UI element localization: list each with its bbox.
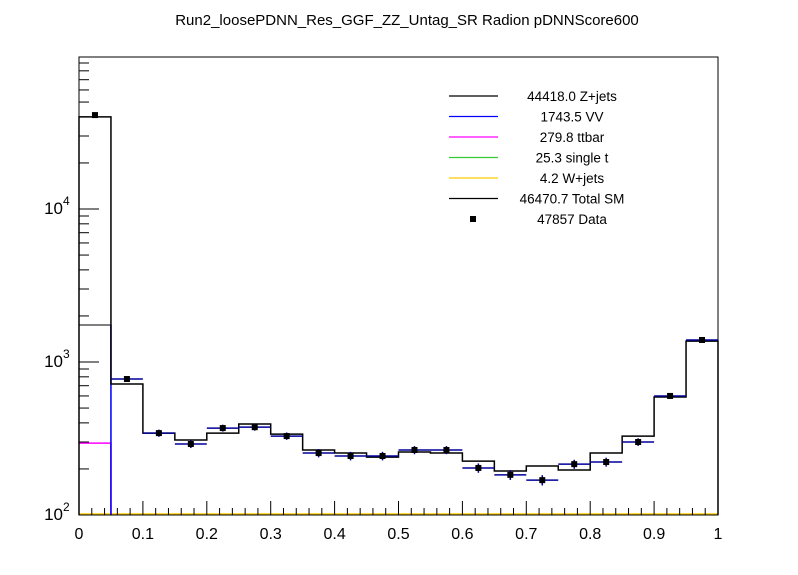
data-point bbox=[635, 439, 642, 446]
y-tick-label: 10 bbox=[44, 352, 63, 371]
data-point bbox=[475, 464, 482, 471]
legend-label: 47857 Data bbox=[537, 212, 607, 227]
data-point bbox=[507, 471, 514, 478]
legend: 44418.0 Z+jets 1743.5 VV 279.8 ttbar 25.3 s… bbox=[449, 89, 624, 227]
data-point bbox=[219, 425, 226, 432]
legend-marker-data bbox=[470, 216, 476, 222]
data-point bbox=[91, 112, 98, 119]
data-point bbox=[155, 430, 162, 437]
x-tick-label: 0.9 bbox=[643, 526, 665, 543]
data-point bbox=[411, 446, 418, 453]
legend-label: 4.2 W+jets bbox=[540, 171, 604, 186]
legend-label: 1743.5 VV bbox=[540, 110, 603, 125]
data-point bbox=[123, 376, 130, 383]
y-tick-label: 10 bbox=[44, 199, 63, 218]
data-point bbox=[187, 441, 194, 448]
legend-label: 46470.7 Total SM bbox=[520, 192, 625, 207]
x-tick-label: 0 bbox=[75, 526, 84, 543]
legend-label: 25.3 single t bbox=[536, 151, 609, 166]
x-tick-label: 0.1 bbox=[132, 526, 154, 543]
x-tick-label: 0.8 bbox=[579, 526, 601, 543]
x-tick-label: 0.6 bbox=[451, 526, 473, 543]
data-point bbox=[699, 336, 706, 343]
x-tick-label: 0.4 bbox=[323, 526, 345, 543]
data-point bbox=[347, 453, 354, 460]
total-sm-hist bbox=[78, 116, 719, 515]
x-tick-label: 0.2 bbox=[196, 526, 218, 543]
y-tick-exponent: 3 bbox=[63, 347, 70, 361]
y-tick-label: 10 bbox=[44, 505, 63, 524]
legend-label: 279.8 ttbar bbox=[540, 130, 605, 145]
data-point bbox=[379, 453, 386, 460]
data-point bbox=[571, 461, 578, 468]
data-point bbox=[667, 392, 674, 399]
data-point bbox=[283, 433, 290, 440]
vv-hist-bin bbox=[79, 324, 112, 515]
data-point bbox=[603, 459, 610, 466]
legend-label: 44418.0 Z+jets bbox=[527, 89, 617, 104]
y-tick-exponent: 2 bbox=[63, 500, 70, 514]
x-tick-label: 0.5 bbox=[387, 526, 409, 543]
data-point bbox=[539, 477, 546, 484]
data-point bbox=[315, 450, 322, 457]
data-point bbox=[443, 446, 450, 453]
data-point bbox=[251, 424, 258, 431]
chart-title: Run2_loosePDNN_Res_GGF_ZZ_Untag_SR Radio… bbox=[175, 12, 639, 29]
x-tick-label: 0.3 bbox=[260, 526, 282, 543]
ttbar-hist-bin bbox=[79, 442, 112, 515]
x-tick-label: 1 bbox=[714, 526, 723, 543]
x-tick-label: 0.7 bbox=[515, 526, 537, 543]
y-tick-exponent: 4 bbox=[63, 194, 70, 208]
